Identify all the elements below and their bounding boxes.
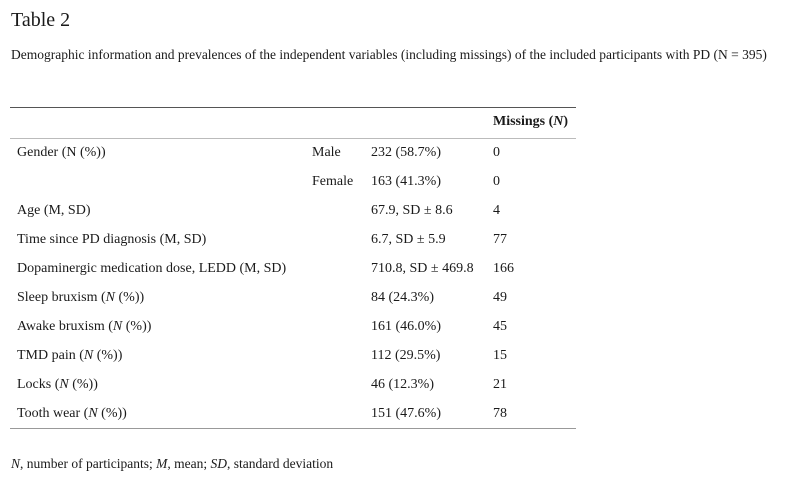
row-missings: 4 [493, 203, 500, 218]
row-value: 112 (29.5%) [371, 348, 441, 363]
row-value: 163 (41.3%) [371, 174, 441, 189]
table-row: Time since PD diagnosis (M, SD) 6.7, SD ±… [10, 231, 576, 260]
row-label-text: Dopaminergic medication dose, LEDD (M, S… [17, 261, 287, 276]
row-missings: 49 [493, 290, 507, 305]
row-label-text: Awake bruxism ( [17, 319, 113, 334]
row-value: 710.8, SD ± 469.8 [371, 261, 474, 276]
row-label-suffix: (%)) [68, 377, 98, 392]
table-row: Dopaminergic medication dose, LEDD (M, S… [10, 260, 576, 289]
row-value: 84 (24.3%) [371, 290, 434, 305]
row-label-italic: N [59, 377, 69, 392]
row-label-italic: N [83, 348, 94, 363]
row-label-italic: N [88, 406, 98, 421]
row-label-text: Age (M, SD) [17, 203, 91, 218]
row-value: 151 (47.6%) [371, 406, 441, 421]
row-label-text: Tooth wear ( [17, 406, 89, 421]
row-label: Dopaminergic medication dose, LEDD (M, S… [17, 260, 286, 278]
row-label: Gender (N (%)) [17, 144, 106, 162]
row-label-text: Gender (N (%)) [17, 145, 106, 160]
row-label: Awake bruxism (N (%)) [17, 318, 151, 336]
row-subcategory: Male [312, 145, 341, 160]
column-header-missings: Missings (N) [493, 113, 568, 131]
row-label-suffix: (%)) [122, 319, 152, 334]
row-value: 46 (12.3%) [371, 377, 434, 392]
row-value: 161 (46.0%) [371, 319, 441, 334]
table-row: Female 163 (41.3%) 0 [10, 173, 576, 202]
row-label: TMD pain (N (%)) [17, 347, 122, 365]
row-label-text: Time since PD diagnosis (M, SD) [17, 232, 207, 247]
table-title: Table 2 [11, 9, 71, 31]
row-value: 232 (58.7%) [371, 145, 441, 160]
row-missings: 45 [493, 319, 507, 334]
table-row: Tooth wear (N (%)) 151 (47.6%) 78 [10, 405, 576, 434]
row-label-text: Locks ( [17, 377, 60, 392]
row-label-italic: N [105, 290, 115, 305]
footnote-sd: SD [210, 456, 227, 471]
row-label: Locks (N (%)) [17, 376, 98, 394]
table-row: Age (M, SD) 67.9, SD ± 8.6 4 [10, 202, 576, 231]
row-missings: 0 [493, 145, 500, 160]
row-label-suffix: (%)) [115, 290, 145, 305]
row-label: Time since PD diagnosis (M, SD) [17, 231, 206, 249]
column-header-missings-text: Missings ( [493, 114, 554, 129]
row-label-text: Sleep bruxism ( [17, 290, 106, 305]
table-header-rule [10, 138, 576, 139]
row-missings: 77 [493, 232, 507, 247]
table-bottom-rule [10, 428, 576, 429]
table-row: Sleep bruxism (N (%)) 84 (24.3%) 49 [10, 289, 576, 318]
row-missings: 0 [493, 174, 500, 189]
row-subcategory: Female [312, 174, 354, 189]
table-caption: Demographic information and prevalences … [11, 47, 767, 62]
row-label-suffix: (%)) [97, 406, 127, 421]
row-label: Sleep bruxism (N (%)) [17, 289, 144, 307]
row-label: Tooth wear (N (%)) [17, 405, 127, 423]
column-header-missings-n: N [553, 114, 564, 129]
footnote-n: N [11, 456, 21, 471]
row-missings: 78 [493, 406, 507, 421]
row-missings: 15 [493, 348, 507, 363]
row-label-suffix: (%)) [93, 348, 123, 363]
row-label-text: TMD pain ( [17, 348, 84, 363]
table-row: TMD pain (N (%)) 112 (29.5%) 15 [10, 347, 576, 376]
column-header-missings-close: ) [563, 114, 569, 129]
row-label: Age (M, SD) [17, 202, 91, 220]
table-row: Locks (N (%)) 46 (12.3%) 21 [10, 376, 576, 405]
table-footnote: N, number of participants; M, mean; SD, … [11, 455, 333, 473]
row-label-italic: N [112, 319, 123, 334]
footnote-m: M [156, 456, 168, 471]
row-missings: 21 [493, 377, 507, 392]
table-row: Gender (N (%)) Male 232 (58.7%) 0 [10, 144, 576, 173]
row-value: 67.9, SD ± 8.6 [371, 203, 453, 218]
table-top-rule [10, 107, 576, 108]
row-value: 6.7, SD ± 5.9 [371, 232, 446, 247]
footnote-m-text: , mean; [167, 456, 211, 471]
row-missings: 166 [493, 261, 514, 276]
footnote-n-text: , number of participants; [20, 456, 157, 471]
table-row: Awake bruxism (N (%)) 161 (46.0%) 45 [10, 318, 576, 347]
footnote-sd-text: , standard deviation [226, 456, 334, 471]
